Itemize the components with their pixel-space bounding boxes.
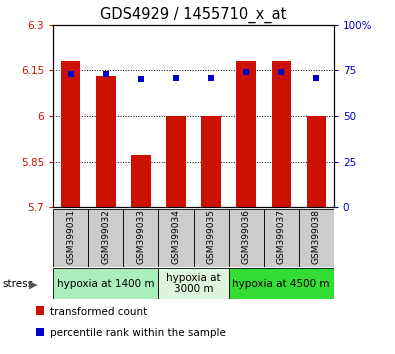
Text: GSM399034: GSM399034 [171, 210, 181, 264]
Bar [229, 268, 334, 299]
Bar [229, 209, 263, 267]
Text: hypoxia at 1400 m: hypoxia at 1400 m [57, 279, 155, 289]
Bar [158, 268, 229, 299]
Text: hypoxia at
3000 m: hypoxia at 3000 m [166, 273, 221, 295]
Bar [53, 209, 88, 267]
Bar [237, 61, 256, 207]
Text: GSM399037: GSM399037 [276, 210, 286, 264]
Bar [201, 116, 221, 207]
Bar [158, 209, 194, 267]
Bar [61, 61, 81, 207]
Text: percentile rank within the sample: percentile rank within the sample [50, 329, 226, 338]
Text: hypoxia at 4500 m: hypoxia at 4500 m [232, 279, 330, 289]
Text: transformed count: transformed count [50, 307, 147, 317]
Bar [96, 76, 116, 207]
Bar [264, 209, 299, 267]
Bar [307, 116, 326, 207]
Bar [194, 209, 229, 267]
Bar [271, 61, 291, 207]
Bar [53, 268, 158, 299]
Title: GDS4929 / 1455710_x_at: GDS4929 / 1455710_x_at [100, 7, 287, 23]
Bar [88, 209, 123, 267]
Text: stress: stress [2, 279, 33, 289]
Text: GSM399036: GSM399036 [242, 210, 251, 264]
Text: GSM399038: GSM399038 [312, 210, 321, 264]
Text: GSM399033: GSM399033 [136, 210, 145, 264]
Text: GSM399032: GSM399032 [102, 210, 111, 264]
Bar [123, 209, 158, 267]
Text: GSM399035: GSM399035 [207, 210, 216, 264]
Bar [299, 209, 334, 267]
Text: ▶: ▶ [29, 279, 38, 289]
Bar [131, 155, 150, 207]
Text: GSM399031: GSM399031 [66, 210, 75, 264]
Bar [166, 116, 186, 207]
